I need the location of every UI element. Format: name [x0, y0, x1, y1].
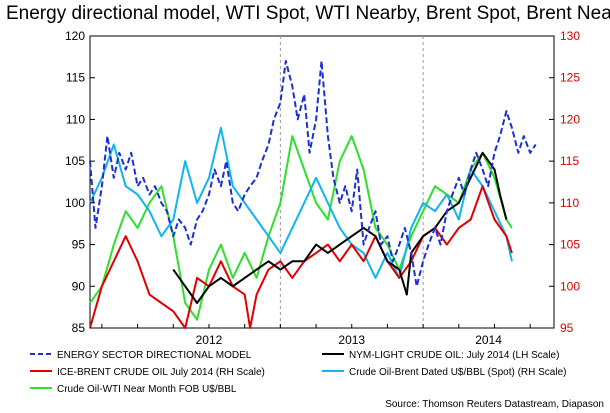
- right-tick-label: 115: [560, 154, 579, 168]
- right-axis: 95 100 105 110 115 120 125 130: [549, 29, 580, 335]
- right-tick-label: 95: [560, 321, 574, 335]
- legend-label-wti-july: NYM-LIGHT CRUDE OIL: July 2014 (LH Scale…: [349, 350, 559, 361]
- x-axis: 2012 2013 2014: [101, 324, 531, 347]
- legend-label-brent-dated: Crude Oil-Brent Dated U$/BBL (Spot) (RH …: [349, 367, 567, 378]
- legend: ENERGY SECTOR DIRECTIONAL MODEL NYM-LIGH…: [30, 350, 567, 395]
- right-tick-label: 130: [560, 29, 580, 43]
- left-tick-label: 85: [72, 321, 86, 335]
- right-tick-label: 120: [560, 112, 580, 126]
- x-tick-label: 2014: [475, 333, 502, 347]
- series-line-1: [172, 151, 508, 304]
- x-tick-label: 2012: [196, 333, 223, 347]
- legend-label-wti-near-month: Crude Oil-WTI Near Month FOB U$/BBL: [57, 384, 237, 395]
- left-axis: 85 90 95 100 105 110 115 120: [65, 29, 95, 335]
- series-line-0: [89, 60, 537, 288]
- right-tick-label: 125: [560, 71, 580, 85]
- left-tick-label: 95: [72, 238, 86, 252]
- left-tick-label: 120: [65, 29, 85, 43]
- left-tick-label: 90: [72, 279, 86, 293]
- left-tick-label: 105: [65, 154, 85, 168]
- chart-title: Energy directional model, WTI Spot, WTI …: [6, 3, 610, 24]
- series-layer: [89, 60, 537, 329]
- left-tick-label: 110: [66, 112, 85, 126]
- plot-frame: [89, 35, 555, 329]
- year-separators: [279, 36, 424, 328]
- series-line-2: [89, 185, 513, 329]
- left-tick-label: 100: [65, 196, 85, 210]
- legend-label-energy-model: ENERGY SECTOR DIRECTIONAL MODEL: [57, 350, 252, 361]
- right-tick-label: 100: [560, 279, 580, 293]
- right-tick-label: 105: [560, 238, 580, 252]
- legend-label-brent-july: ICE-BRENT CRUDE OIL July 2014 (RH Scale): [57, 367, 265, 378]
- series-line-3: [89, 126, 513, 279]
- source-note: Source: Thomson Reuters Datastream, Diap…: [385, 399, 604, 410]
- x-tick-label: 2013: [338, 333, 365, 347]
- right-tick-label: 110: [560, 196, 579, 210]
- left-tick-label: 115: [66, 71, 85, 85]
